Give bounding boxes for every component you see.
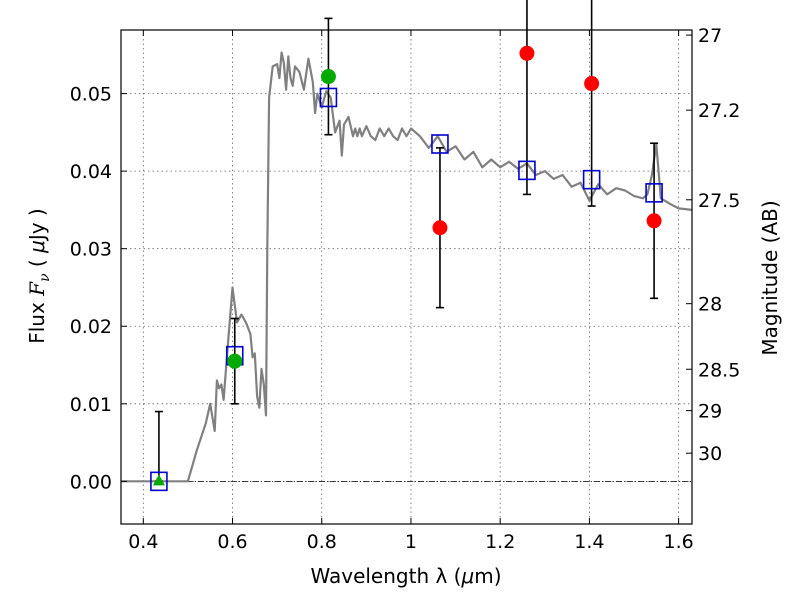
- measurement-point: [646, 213, 662, 229]
- grid-lines: [121, 30, 692, 524]
- photometry-points: [150, 0, 663, 492]
- y-axis-label: Flux Fν ( μJy ): [25, 208, 53, 344]
- magnitude-tick-label: 27.2: [698, 100, 740, 122]
- x-axis-label-prefix: Wavelength λ (: [310, 564, 461, 588]
- y-axis-label-prefix: Flux: [25, 296, 49, 344]
- y-axis-label-unit-pre: (: [25, 253, 49, 274]
- measurement-point: [584, 76, 600, 92]
- y-axis-label-unit-post: Jy ): [25, 208, 49, 242]
- upper-limit-triangle: [152, 474, 165, 486]
- magnitude-tick-label: 28.5: [698, 359, 740, 381]
- model-spectrum: [121, 51, 693, 483]
- measurement-point: [432, 220, 448, 236]
- axis-ticks: 0.4 0.6 0.8 1 1.2 1.4 1.6 0.00 0.01 0.02 0.03 0.04 0…: [70, 25, 741, 553]
- plot-frame: [120, 29, 693, 525]
- y-tick-label: 0.05: [70, 84, 112, 106]
- y-tick-label: 0.04: [70, 161, 112, 183]
- y-axis-label-subscript: ν: [37, 273, 53, 282]
- x-axis-label-mu: μ: [460, 564, 474, 588]
- x-axis-label: Wavelength λ (μm): [310, 564, 501, 588]
- y-tick-label: 0.02: [70, 316, 112, 338]
- y-axis-label-symbol: F: [25, 281, 49, 297]
- model-photometry-square: [582, 169, 601, 190]
- x-tick-label: 1.6: [664, 531, 694, 553]
- x-tick-label: 0.6: [217, 531, 247, 553]
- model-photometry-square: [150, 471, 168, 492]
- x-tick-label: 1.2: [485, 531, 515, 553]
- model-photometry-square: [518, 160, 536, 181]
- magnitude-tick-label: 29: [698, 401, 722, 423]
- magnitude-tick-label: 30: [698, 443, 722, 465]
- measurement-point: [519, 45, 535, 61]
- model-spectrum-line: [121, 51, 693, 483]
- magnitude-tick-label: 27: [698, 25, 722, 47]
- x-tick-label: 1: [405, 531, 417, 553]
- magnitude-tick-label: 28: [698, 294, 722, 316]
- detection-point: [320, 69, 336, 85]
- x-tick-label: 0.8: [307, 531, 337, 553]
- magnitude-axis-label: Magnitude (AB): [758, 200, 782, 355]
- detection-point: [227, 353, 243, 369]
- x-tick-label: 1.4: [574, 531, 604, 553]
- y-tick-label: 0.00: [70, 471, 112, 493]
- model-photometry-square: [645, 183, 663, 203]
- model-photometry-square: [319, 87, 338, 108]
- x-axis-label-suffix: m): [474, 564, 501, 588]
- y-axis-label-mu: μ: [25, 240, 49, 254]
- y-tick-label: 0.03: [70, 239, 112, 261]
- x-tick-label: 0.4: [128, 531, 158, 553]
- magnitude-tick-label: 27.5: [698, 190, 740, 212]
- y-tick-label: 0.01: [70, 394, 112, 416]
- model-photometry-square: [431, 134, 449, 154]
